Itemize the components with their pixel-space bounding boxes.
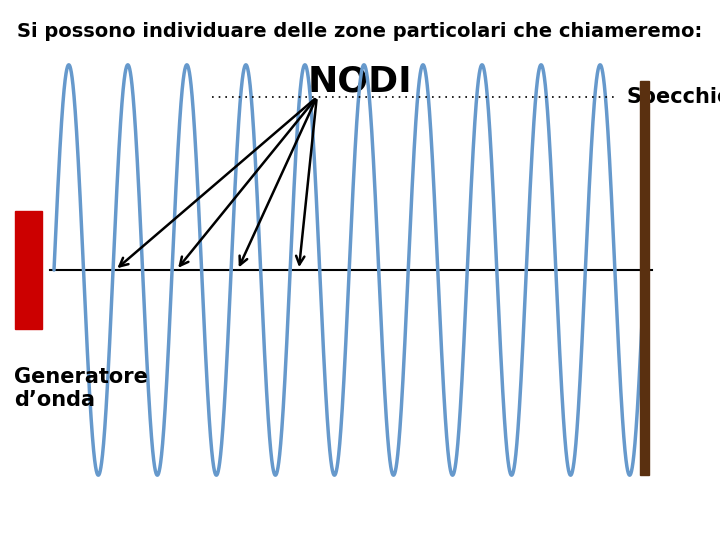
Text: Generatore
d’onda: Generatore d’onda [14, 367, 148, 410]
Bar [15, 211, 42, 329]
Text: Si possono individuare delle zone particolari che chiameremo:: Si possono individuare delle zone partic… [17, 22, 703, 40]
Text: Specchio: Specchio [626, 87, 720, 107]
Text: NODI: NODI [307, 65, 413, 99]
Bar [640, 81, 649, 475]
